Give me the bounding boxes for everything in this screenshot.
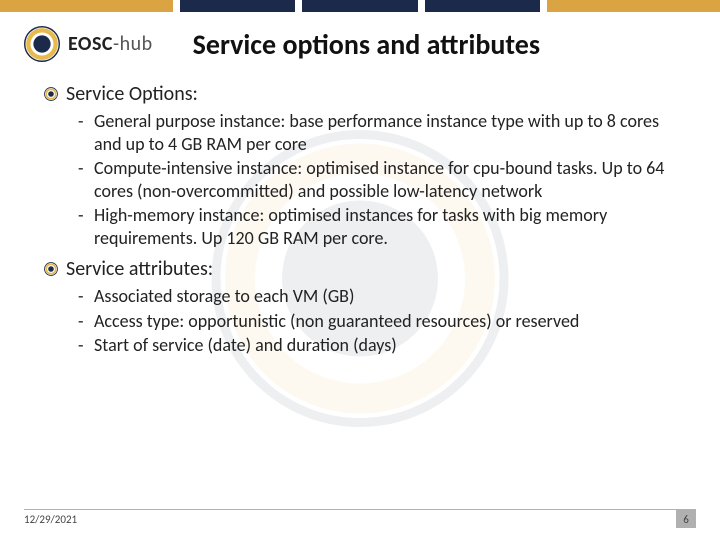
list-item: High-memory instance: optimised instance…: [78, 204, 676, 249]
list-item: Access type: opportunistic (non guarante…: [78, 310, 676, 333]
footer: 12/29/2021 6: [0, 510, 720, 528]
logo: EOSC-hub: [24, 26, 153, 62]
top-banner: [0, 0, 720, 12]
list-item: Compute-intensive instance: optimised in…: [78, 157, 676, 202]
list-item: General purpose instance: base performan…: [78, 110, 676, 155]
banner-segment: [0, 0, 173, 12]
section-title-attributes: Service attributes:: [66, 257, 213, 281]
banner-segment: [302, 0, 417, 12]
list-item: Start of service (date) and duration (da…: [78, 334, 676, 357]
content-body: Service Options: General purpose instanc…: [0, 68, 720, 357]
bullet-icon: [44, 87, 58, 101]
section-head-attributes: Service attributes:: [44, 257, 676, 281]
logo-mark-icon: [24, 26, 60, 62]
page-title: Service options and attributes: [153, 27, 696, 62]
list-attributes: Associated storage to each VM (GB) Acces…: [78, 285, 676, 357]
banner-segment: [173, 0, 180, 12]
banner-segment: [540, 0, 547, 12]
list-options: General purpose instance: base performan…: [78, 110, 676, 249]
logo-secondary: -hub: [113, 32, 153, 56]
logo-text: EOSC-hub: [68, 32, 153, 56]
bullet-icon: [44, 262, 58, 276]
banner-segment: [418, 0, 425, 12]
footer-date: 12/29/2021: [24, 513, 77, 526]
list-item: Associated storage to each VM (GB): [78, 285, 676, 308]
header: EOSC-hub Service options and attributes: [0, 12, 720, 68]
banner-segment: [425, 0, 540, 12]
slide: EOSC-hub Service options and attributes …: [0, 0, 720, 540]
section-head-options: Service Options:: [44, 82, 676, 106]
banner-segment: [295, 0, 302, 12]
banner-segment: [547, 0, 720, 12]
logo-primary: EOSC: [68, 32, 113, 56]
footer-page-number: 6: [676, 510, 696, 528]
banner-segment: [180, 0, 295, 12]
section-title-options: Service Options:: [66, 82, 198, 106]
